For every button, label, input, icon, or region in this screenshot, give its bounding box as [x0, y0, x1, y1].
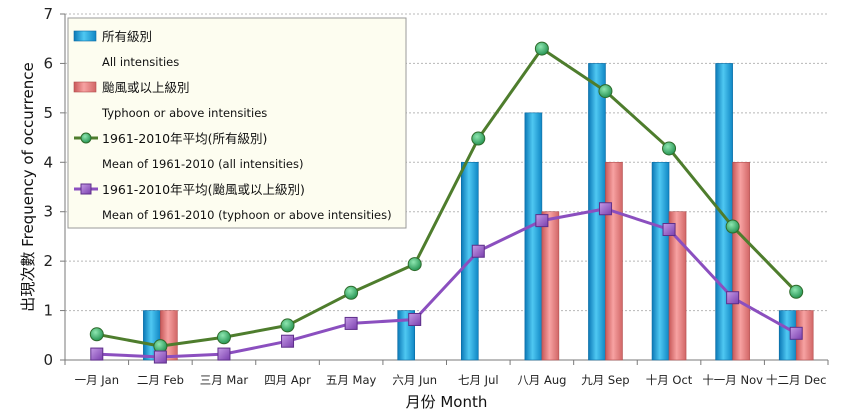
bar-typhoon-7	[541, 211, 560, 361]
legend-sublabel-3: Mean of 1961-2010 (typhoon or above inte…	[102, 208, 392, 222]
point-mean-typhoon-3	[281, 334, 295, 348]
x-tick-3: 四月 Apr	[264, 373, 311, 387]
point-mean-all-8	[598, 84, 613, 99]
point-mean-typhoon-5	[408, 312, 422, 326]
x-tick-6: 七月 Jul	[458, 373, 499, 387]
point-mean-all-7	[534, 41, 549, 56]
y-tick-2: 2	[43, 252, 53, 270]
bar-all-10	[715, 63, 733, 361]
legend-marker-3	[80, 183, 92, 195]
bar-typhoon-9	[668, 211, 687, 361]
legend-box	[67, 17, 407, 229]
point-mean-all-9	[662, 141, 677, 156]
point-mean-all-2	[216, 330, 231, 345]
legend-label-0: 所有級別	[102, 29, 152, 44]
legend-swatch-1	[73, 81, 97, 93]
trend-lines	[89, 41, 804, 364]
x-tick-8: 九月 Sep	[581, 373, 629, 387]
y-tick-1: 1	[43, 302, 53, 320]
legend-sublabel-0: All intensities	[102, 55, 179, 69]
y-axis-title: 出現次數 Frequency of occurrence	[19, 62, 37, 311]
x-tick-2: 三月 Mar	[200, 373, 249, 387]
x-tick-5: 六月 Jun	[392, 373, 437, 387]
point-mean-all-10	[725, 219, 740, 234]
point-mean-typhoon-9	[662, 223, 676, 237]
axes	[60, 13, 829, 365]
line-mean-typhoon	[96, 207, 797, 359]
legend-marker-2	[80, 132, 92, 144]
y-tick-3: 3	[43, 203, 53, 221]
point-mean-typhoon-1	[153, 350, 167, 364]
x-tick-9: 十月 Oct	[646, 373, 693, 387]
x-tick-0: 一月 Jan	[75, 373, 119, 387]
y-tick-7: 7	[43, 5, 53, 23]
point-mean-typhoon-6	[471, 244, 485, 258]
y-tick-6: 6	[43, 54, 53, 72]
line-mean-all	[96, 47, 798, 348]
point-mean-typhoon-2	[217, 347, 231, 361]
bar-typhoon-8	[605, 161, 623, 361]
x-tick-labels: 一月 Jan 二月 Feb 三月 Mar 四月 Apr 五月 May 六月 Jun 七月 J…	[75, 373, 827, 387]
legend-label-2: 1961-2010年平均(所有級別)	[102, 131, 267, 146]
x-tick-7: 八月 Aug	[517, 373, 566, 387]
legend-label-3: 1961-2010年平均(颱風或以上級別)	[102, 182, 305, 197]
y-tick-4: 4	[43, 153, 53, 171]
legend-swatch-0	[73, 30, 97, 42]
y-tick-5: 5	[43, 104, 53, 122]
x-tick-1: 二月 Feb	[137, 373, 184, 387]
point-mean-typhoon-11	[789, 326, 803, 340]
legend-sublabel-1: Typhoon or above intensities	[101, 106, 267, 120]
point-mean-typhoon-0	[90, 347, 104, 361]
x-axis-title: 月份 Month	[406, 393, 488, 411]
x-tick-11: 十二月 Dec	[766, 373, 826, 387]
legend-sublabel-2: Mean of 1961-2010 (all intensities)	[102, 157, 303, 171]
point-mean-typhoon-7	[535, 214, 549, 228]
point-mean-all-3	[280, 318, 295, 333]
point-mean-typhoon-10	[726, 291, 740, 305]
bar-all-9	[651, 161, 670, 361]
y-tick-labels: 0 1 2 3 4 5 6 7	[43, 5, 53, 369]
point-mean-all-11	[789, 284, 804, 299]
x-tick-4: 五月 May	[326, 373, 377, 387]
legend-label-1: 颱風或以上級別	[102, 80, 190, 95]
point-mean-typhoon-4	[344, 316, 358, 330]
legend: 所有級別 All intensities 颱風或以上級別 Typhoon or abo…	[67, 17, 407, 229]
point-mean-all-0	[89, 327, 104, 342]
gridlines	[65, 13, 828, 312]
bar-all-7	[524, 112, 543, 361]
bar-typhoon-10	[732, 161, 750, 361]
point-mean-all-5	[407, 257, 422, 272]
x-tick-10: 十一月 Nov	[702, 373, 763, 387]
y-tick-0: 0	[43, 351, 53, 369]
point-mean-all-6	[471, 131, 486, 146]
point-mean-all-4	[344, 285, 359, 300]
point-mean-typhoon-8	[598, 202, 612, 216]
